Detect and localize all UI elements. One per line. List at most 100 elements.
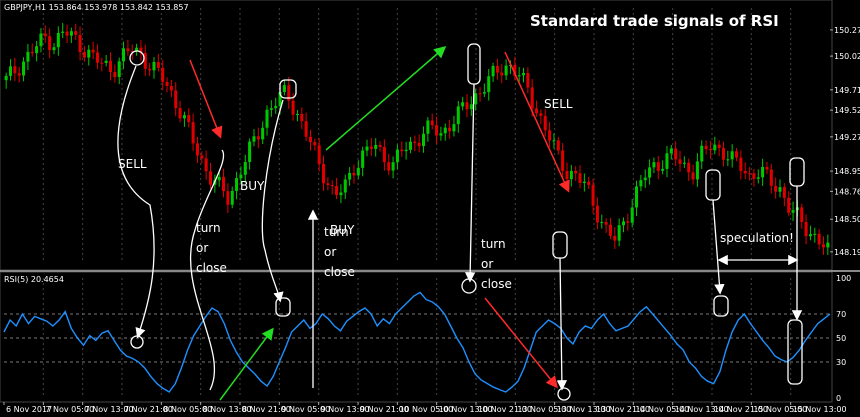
candle-body [82,51,86,58]
candle-body [726,159,730,161]
candle-body [348,172,352,180]
candle-body [717,144,721,149]
candle-body [478,93,482,95]
candle-body [452,124,456,132]
candle-body [39,33,43,47]
candle-body [635,186,639,208]
candle-body [43,33,47,37]
x-tick-label: 9 Nov 13:00 [321,405,370,414]
candle-body [652,162,656,168]
candle-body [456,106,460,125]
candle-body [187,115,191,123]
rsi-level-lines [4,313,830,363]
candle-body [91,49,95,53]
x-tick-label: 7 Nov 13:00 [85,405,134,414]
price-tick-label: 149.270 [834,133,860,142]
price-panel-frame [0,0,833,271]
candle-body [282,85,286,92]
candle-body [704,145,708,150]
candle-body [500,72,504,76]
red-arrow-2 [504,51,570,193]
candle-body [617,225,621,241]
candle-body [265,109,269,128]
rsi-tick-label: 50 [836,334,846,343]
candle-body [274,106,278,109]
candle-body [330,185,334,187]
x-tick-label: 7 Nov 21:00 [124,405,173,414]
price-y-axis: 150.270 150.025 149.710 149.520 149.270 148.9… [830,26,860,257]
candle-body [22,61,26,76]
candle-body [495,66,499,73]
candle-body [374,144,378,149]
candle-body [152,62,156,71]
x-tick-label: 13 Nov 05:00 [517,405,571,414]
candle-body [461,102,465,107]
candle-body [695,161,699,180]
candle-body [252,136,256,142]
candle-body [439,133,443,136]
arrow-sell-down [117,65,155,339]
candle-body [569,170,573,180]
symbol-header: GBPJPY,H1 153.864 153.978 153.842 153.85… [4,3,189,12]
candle-body [591,184,595,206]
candle-body [261,127,265,140]
marker-rsi-4 [557,387,571,401]
marker-spec-2 [789,157,805,187]
candle-body [17,73,21,76]
candle-body [743,171,747,174]
candle-body [356,167,360,176]
candle-body [469,104,473,110]
candle-body [730,151,734,160]
candle-body [521,72,526,76]
candle-body [487,76,491,93]
rsi-line [3,291,831,393]
candle-body [404,149,408,152]
rsi-tick-label: 100 [836,274,851,283]
label-turn-1-b: or [196,241,208,255]
candle-body [739,157,743,172]
candle-body [222,176,226,192]
x-tick-label: 14 Nov 05:00 [635,405,689,414]
label-turn-2-a: turn [324,225,349,239]
candle-body [343,179,347,193]
x-tick-label: 9 Nov 21:00 [360,405,409,414]
candle-body [552,140,556,142]
candle-body [761,166,765,178]
candle-body [669,148,673,154]
candle-body [74,31,78,35]
candle-body [539,113,543,116]
x-tick-label: 8 Nov 21:00 [242,405,291,414]
candle-body [226,191,230,205]
candle-body [4,75,8,81]
candle-body [565,171,569,180]
label-turn-2-c: close [324,265,355,279]
x-tick-label: 15 Nov 05:00 [753,405,807,414]
candle-body [700,145,704,162]
price-tick-label: 150.270 [834,26,860,35]
candle-body [443,127,447,134]
candle-body [630,207,634,223]
label-turn-3-c: close [481,277,512,291]
candle-body [800,207,804,222]
candle-body [765,166,769,170]
x-tick-label: 10 Nov 13:00 [439,405,493,414]
candle-body [626,221,630,223]
green-arrow-rsi [219,327,274,401]
marker-rsi-3 [461,278,477,294]
candle-body [678,159,682,164]
candle-body [613,235,617,241]
label-turn-3-a: turn [481,237,506,251]
candle-body [317,145,321,165]
candle-body [556,140,560,151]
candle-body [535,108,539,114]
arrow-buy-low [556,257,568,391]
candle-body [382,147,386,163]
candle-body [578,173,582,184]
candle-body [808,234,812,237]
candle-body [165,81,169,86]
candle-body [204,158,208,172]
candle-body [191,122,195,144]
candle-body [235,178,239,191]
candle-body [417,142,421,147]
candle-body [8,66,13,76]
